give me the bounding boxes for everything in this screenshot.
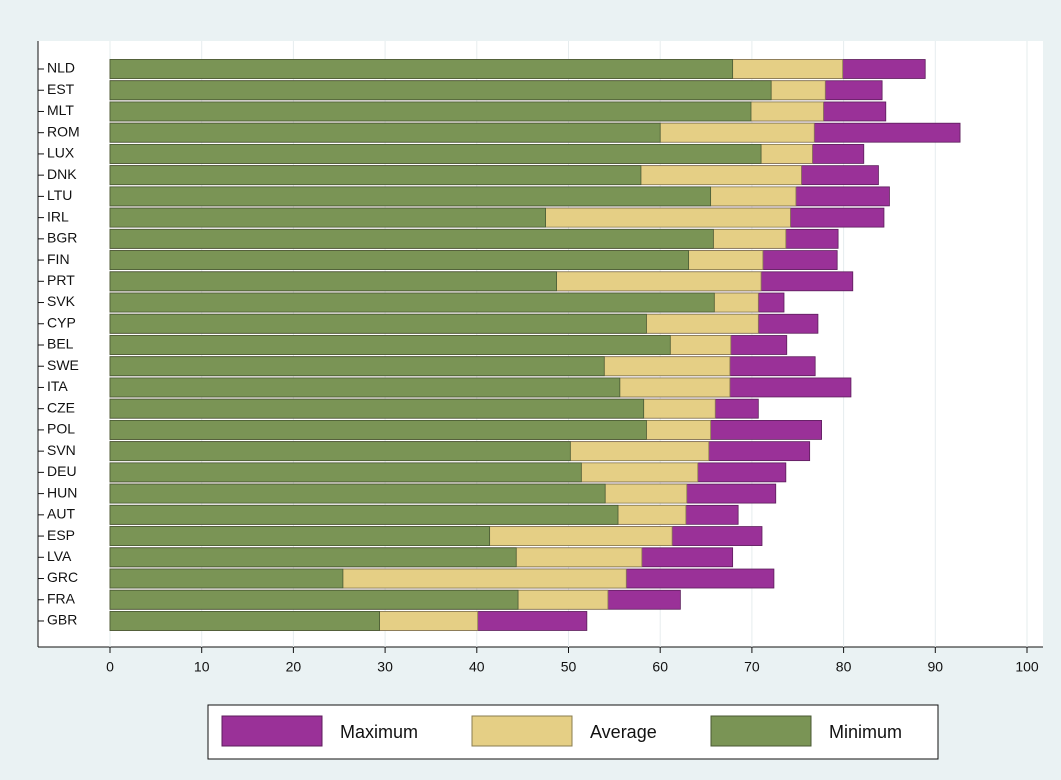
y-tick-label: SVK [47,293,76,309]
bar [109,335,671,355]
bar [109,441,571,462]
bar [109,292,715,313]
bar [109,547,517,568]
x-tick-label: 90 [928,659,944,675]
legend [207,704,939,760]
bar [109,186,712,207]
y-tick-label: EST [47,81,75,97]
x-tick-label: 20 [286,659,302,675]
bar [109,80,772,101]
legend-swatch [471,715,573,747]
y-tick-label: GBR [47,612,77,628]
bar [109,462,582,483]
y-tick-label: DNK [47,166,77,182]
y-tick-label: IRL [47,208,69,224]
y-tick-label: FIN [47,251,70,267]
bar [109,144,762,164]
bars [109,59,961,631]
y-tick-label: SVN [47,442,76,458]
y-tick-label: ITA [47,378,68,394]
bar [109,313,647,334]
y-tick-label: CYP [47,314,76,330]
bar [109,568,344,589]
y-tick-label: ESP [47,527,75,543]
y-tick-label: ROM [47,123,80,139]
y-tick-label: POL [47,421,75,437]
x-tick-label: 100 [1015,659,1039,675]
bar [109,101,752,122]
bar [109,589,519,610]
y-tick-label: BGR [47,230,77,246]
legend-label: Minimum [829,722,902,742]
bar [109,483,606,504]
x-tick-label: 70 [744,659,760,675]
x-tick-label: 60 [652,659,668,675]
y-tick-label: BEL [47,336,74,352]
bar [109,420,647,440]
x-tick-label: 80 [836,659,852,675]
bar [109,526,491,546]
bar [109,504,619,525]
x-tick-label: 40 [469,659,485,675]
y-tick-label: DEU [47,463,77,479]
bar [109,356,605,377]
y-tick-label: NLD [47,60,75,76]
y-tick-label: AUT [47,506,75,522]
bar [109,207,546,228]
bar [109,250,690,270]
bar [109,122,661,143]
legend-label: Maximum [340,722,418,742]
labels: 0 10 20 30 40 50 60 70 80 90 100 NLD EST MLT ROM LUX DNK… [38,60,1039,747]
bar [109,59,734,79]
x-tick-label: 10 [194,659,210,675]
bar [109,228,714,249]
y-tick-label: LTU [47,187,72,203]
y-tick-label: SWE [47,357,79,373]
y-tick-label: FRA [47,590,76,606]
y-tick-label: MLT [47,102,74,118]
bar [109,165,642,186]
legend-swatch [221,715,323,747]
y-tick-label: GRC [47,569,78,585]
bar [109,271,557,292]
y-tick-label: PRT [47,272,75,288]
x-tick-label: 0 [106,659,114,675]
bar [109,398,645,419]
x-tick-label: 30 [377,659,393,675]
bar [109,611,380,631]
y-tick-label: LUX [47,145,75,161]
y-tick-label: HUN [47,484,77,500]
legend-label: Average [590,722,657,742]
y-tick-label: CZE [47,399,75,415]
x-tick-label: 50 [561,659,577,675]
y-tick-label: LVA [47,548,72,564]
bar [109,377,621,398]
legend-swatch [710,715,812,747]
